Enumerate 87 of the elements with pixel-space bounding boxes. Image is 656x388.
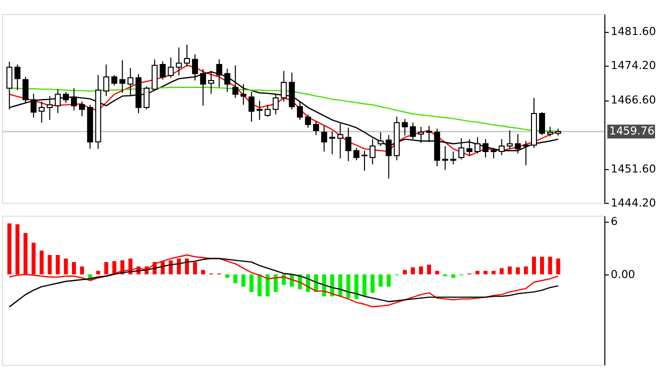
candlestick bbox=[410, 122, 416, 140]
candlestick bbox=[168, 57, 174, 78]
bar bbox=[435, 270, 440, 274]
candlestick bbox=[402, 118, 408, 136]
bar bbox=[362, 274, 366, 296]
candlestick bbox=[345, 127, 352, 162]
candlestick bbox=[54, 88, 61, 114]
candlestick bbox=[70, 88, 77, 111]
bar bbox=[96, 270, 100, 274]
bar bbox=[378, 274, 383, 287]
candlestick bbox=[362, 150, 368, 172]
bar bbox=[346, 274, 350, 298]
bar bbox=[266, 274, 270, 296]
bar bbox=[492, 270, 496, 274]
bar bbox=[524, 266, 528, 274]
candlestick bbox=[378, 132, 384, 147]
candlestick bbox=[272, 94, 279, 115]
y-tick-label: 1444.20 bbox=[610, 196, 656, 210]
candlestick bbox=[313, 120, 320, 136]
candlestick bbox=[160, 60, 166, 80]
bar bbox=[540, 256, 544, 274]
y-tick-label: 1481.60 bbox=[610, 24, 656, 38]
ref-line-label: 1459.76 bbox=[609, 124, 654, 138]
bar bbox=[338, 274, 342, 296]
bar bbox=[104, 262, 108, 274]
candlestick bbox=[22, 76, 29, 104]
candlestick bbox=[321, 125, 328, 152]
bar bbox=[370, 274, 375, 293]
bar bbox=[427, 264, 432, 274]
bar bbox=[168, 260, 173, 274]
candlestick bbox=[111, 74, 118, 86]
bar bbox=[386, 274, 391, 287]
candlestick bbox=[38, 101, 45, 124]
bar bbox=[475, 270, 480, 274]
candlestick bbox=[547, 126, 554, 137]
candlestick bbox=[248, 91, 254, 122]
candlestick bbox=[144, 86, 150, 110]
candlestick bbox=[103, 64, 110, 97]
bar bbox=[241, 274, 246, 287]
bar bbox=[322, 274, 326, 296]
y-tick-label: 0.00 bbox=[610, 268, 636, 281]
bar bbox=[201, 270, 206, 274]
bar bbox=[548, 256, 552, 274]
candlestick bbox=[119, 60, 126, 94]
bar bbox=[176, 258, 181, 274]
bar bbox=[233, 274, 238, 284]
candlestick bbox=[79, 101, 85, 117]
bar bbox=[410, 267, 415, 274]
bar bbox=[184, 258, 189, 274]
bar bbox=[193, 262, 197, 274]
bar bbox=[516, 267, 520, 274]
bar bbox=[500, 268, 504, 274]
candlestick bbox=[442, 146, 448, 170]
bar bbox=[484, 270, 488, 274]
candlestick bbox=[418, 126, 424, 144]
bar bbox=[250, 274, 254, 292]
bar bbox=[225, 274, 230, 278]
candlestick bbox=[46, 96, 53, 120]
bar bbox=[64, 258, 68, 274]
candlestick bbox=[296, 101, 303, 120]
bar bbox=[112, 261, 116, 274]
bar bbox=[274, 274, 278, 292]
candlestick bbox=[240, 84, 246, 106]
candlestick bbox=[305, 114, 311, 128]
candlestick bbox=[539, 112, 546, 136]
candlestick bbox=[256, 100, 263, 120]
y-tick-label: 1474.20 bbox=[610, 58, 656, 72]
bar bbox=[72, 262, 76, 274]
y-tick-label: 1451.60 bbox=[610, 162, 656, 176]
bar bbox=[354, 274, 358, 299]
bar bbox=[402, 270, 407, 274]
candlestick bbox=[14, 64, 20, 91]
bar bbox=[80, 266, 84, 274]
candlestick bbox=[184, 44, 190, 67]
bar bbox=[532, 256, 536, 274]
candlestick bbox=[62, 91, 69, 104]
candlestick bbox=[450, 151, 456, 165]
candlestick bbox=[426, 125, 432, 142]
y-tick-label: 6 bbox=[610, 215, 618, 228]
candlestick bbox=[264, 104, 271, 118]
bar bbox=[258, 274, 262, 296]
bar bbox=[451, 274, 456, 278]
candlestick bbox=[353, 147, 360, 161]
bar bbox=[418, 266, 423, 274]
candlestick bbox=[176, 46, 182, 76]
y-tick-label: 1466.60 bbox=[610, 94, 656, 107]
candlestick bbox=[30, 93, 37, 118]
